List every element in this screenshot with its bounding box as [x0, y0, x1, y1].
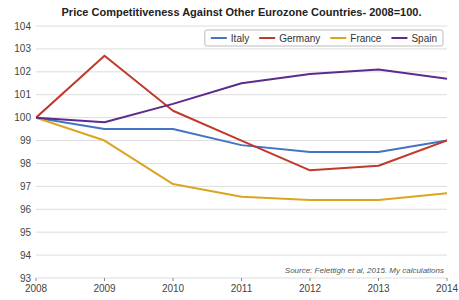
y-tick-label: 97: [20, 181, 32, 192]
grid: [36, 26, 447, 278]
y-tick-label: 99: [20, 135, 32, 146]
lines: [36, 56, 447, 200]
y-tick-label: 100: [14, 112, 31, 123]
series-line: [36, 118, 447, 152]
title: Price Competitiveness Against Other Euro…: [62, 6, 422, 18]
grid-line: [36, 209, 447, 210]
legend-label: Spain: [411, 33, 437, 44]
x-tick: [241, 278, 242, 281]
x-tick: [310, 278, 311, 281]
y-tick-label: 95: [20, 227, 32, 238]
x-tick: [447, 278, 448, 281]
grid-line: [36, 186, 447, 187]
y-tick-label: 103: [14, 43, 31, 54]
grid-line: [36, 26, 447, 27]
x-tick: [104, 278, 105, 281]
x-tick-label: 2010: [162, 283, 185, 294]
x-tick-label: 2009: [93, 283, 116, 294]
grid-line: [36, 48, 447, 49]
grid-line: [36, 117, 447, 118]
y-tick-label: 102: [14, 66, 31, 77]
x-tick: [173, 278, 174, 281]
x-tick-label: 2008: [25, 283, 48, 294]
chart: 93 94 95 96 97 98 99 100 101 102 103 104 2008 2009 201…: [0, 0, 459, 300]
x-tick: [378, 278, 379, 281]
grid-line: [36, 94, 447, 95]
x-tick-label: 2013: [367, 283, 390, 294]
series-line: [36, 70, 447, 123]
series-line: [36, 118, 447, 200]
grid-line: [36, 232, 447, 233]
legend-label: Italy: [231, 33, 249, 44]
x-tick-label: 2012: [299, 283, 322, 294]
x-tick-label: 2011: [231, 283, 253, 294]
legend: Italy Germany France Spain: [205, 30, 443, 46]
legend-label: France: [350, 33, 382, 44]
grid-line: [36, 71, 447, 72]
legend-label: Germany: [279, 33, 320, 44]
y-tick-label: 98: [20, 158, 32, 169]
y-tick-label: 94: [20, 250, 32, 261]
legend-swatch: [330, 37, 346, 39]
series-line: [36, 56, 447, 171]
y-tick-label: 93: [20, 273, 32, 284]
y-tick-label: 104: [14, 21, 31, 32]
x-tick-label: 2014: [436, 283, 459, 294]
x-tick: [36, 278, 37, 281]
legend-box: [205, 30, 443, 46]
y-tick-label: 96: [20, 204, 32, 215]
legend-swatch: [211, 37, 227, 39]
legend-swatch: [259, 37, 275, 39]
y-tick-label: 101: [14, 89, 31, 100]
legend-swatch: [391, 37, 407, 39]
annotation: Source: Felettigh et al, 2015. My calcul…: [285, 266, 444, 275]
grid-line: [36, 255, 447, 256]
